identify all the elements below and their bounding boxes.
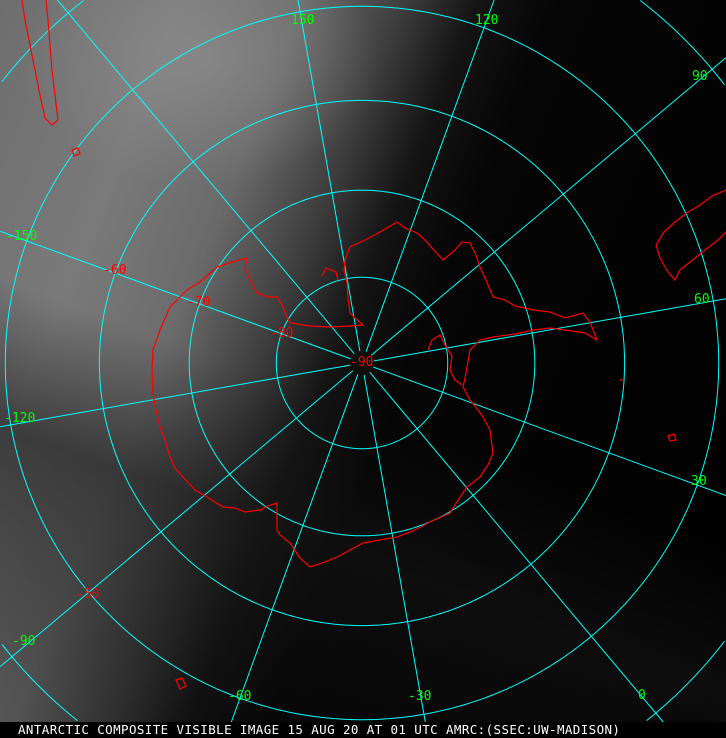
latitude-label: -70 bbox=[187, 295, 210, 310]
ronne-ice-shelf-inner-line bbox=[321, 267, 339, 281]
map-overlay: -50 -60 -70 -80 -90 150 120 90 60 30 0 -… bbox=[0, 0, 726, 722]
longitude-label: -60 bbox=[228, 689, 251, 704]
coastlines bbox=[21, 0, 726, 690]
longitude-label: 90 bbox=[692, 69, 708, 84]
south-georgia-coastline bbox=[655, 189, 726, 282]
meridian-line bbox=[369, 371, 664, 722]
south-america-coastline bbox=[21, 0, 59, 126]
meridian-line bbox=[0, 370, 354, 668]
latitude-circle bbox=[4, 5, 720, 721]
meridian-line bbox=[365, 0, 495, 352]
meridian-line bbox=[57, 0, 355, 355]
longitude-label: 60 bbox=[694, 292, 710, 307]
longitude-label: 30 bbox=[691, 474, 707, 489]
meridian-line bbox=[0, 230, 351, 360]
lat-lon-grid bbox=[0, 0, 726, 722]
meridian-line bbox=[363, 374, 426, 722]
latitude-circle bbox=[98, 99, 626, 627]
latitude-circle bbox=[188, 189, 536, 537]
meridian-line bbox=[230, 374, 359, 722]
longitude-label: -30 bbox=[408, 689, 431, 704]
latitude-circle bbox=[1, 0, 725, 721]
longitude-label: 120 bbox=[475, 13, 498, 28]
ross-ice-shelf-inner-line bbox=[427, 334, 463, 386]
image-caption: ANTARCTIC COMPOSITE VISIBLE IMAGE 15 AUG… bbox=[0, 722, 726, 738]
longitude-label: -90 bbox=[12, 634, 35, 649]
meridian-line bbox=[0, 364, 351, 428]
longitude-label: 150 bbox=[291, 13, 314, 28]
falkland-island bbox=[71, 147, 81, 157]
meridian-line bbox=[373, 366, 726, 496]
latitude-label: -90 bbox=[350, 355, 373, 370]
antarctica-coastline bbox=[151, 221, 599, 568]
sandwich-islands bbox=[175, 379, 677, 690]
grid-labels: -50 -60 -70 -80 -90 150 120 90 60 30 0 -… bbox=[4, 13, 710, 704]
latitude-circle bbox=[275, 276, 449, 450]
longitude-label: -120 bbox=[4, 411, 35, 426]
latitude-label: -60 bbox=[103, 263, 126, 278]
latitude-label: -80 bbox=[270, 326, 293, 341]
latitude-label: -50 bbox=[76, 587, 99, 602]
meridian-line bbox=[297, 0, 361, 352]
meridian-line bbox=[373, 298, 726, 362]
longitude-label: 0 bbox=[638, 688, 646, 703]
longitude-label: -150 bbox=[6, 229, 37, 244]
satellite-imagery-shading bbox=[0, 0, 726, 722]
meridian-line bbox=[370, 57, 726, 356]
